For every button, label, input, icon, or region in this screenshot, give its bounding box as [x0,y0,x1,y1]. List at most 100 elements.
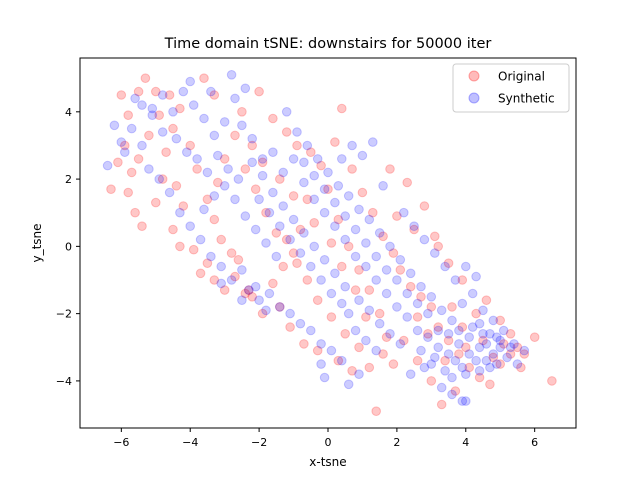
synthetic-point-182 [206,86,216,97]
synthetic-point-148 [257,170,268,181]
synthetic-point-180 [226,70,237,80]
chart-title: Time domain tSNE: downstairs for 50000 i… [164,36,492,52]
original-point-57 [268,113,278,124]
legend-label-original: Original [498,70,545,84]
synthetic-point-121 [519,345,530,356]
synthetic-point-71 [326,345,337,356]
synthetic-point-83 [285,234,295,245]
synthetic-point-183 [185,76,195,87]
original-point-145 [230,271,240,282]
synthetic-point-159 [371,345,382,356]
original-point-10 [137,221,147,231]
synthetic-point-116 [467,288,478,299]
synthetic-point-172 [371,251,382,262]
original-point-110 [216,234,226,245]
original-point-8 [123,187,133,198]
synthetic-point-168 [412,298,423,309]
original-point-55 [547,376,557,386]
original-point-123 [288,191,299,201]
synthetic-point-67 [285,308,295,319]
original-point-69 [371,406,382,417]
synthetic-point-158 [361,335,371,346]
original-point-109 [209,214,220,225]
synthetic-point-49 [416,345,426,356]
synthetic-point-36 [474,342,485,353]
original-point-41 [405,281,416,292]
original-point-95 [364,362,375,373]
original-point-73 [426,376,437,386]
synthetic-point-201 [237,295,247,306]
original-point-62 [333,214,344,225]
synthetic-point-111 [416,281,426,292]
original-point-101 [457,275,468,285]
synthetic-point-30 [412,325,423,336]
original-point-51 [505,349,516,359]
synthetic-point-53 [144,164,154,174]
original-point-92 [326,312,337,322]
original-point-125 [326,238,337,248]
original-point-49 [485,379,495,390]
synthetic-point-125 [440,366,450,376]
original-point-105 [161,147,171,157]
synthetic-point-138 [471,271,481,282]
synthetic-point-196 [461,396,471,406]
original-point-70 [378,349,388,359]
original-point-0 [106,184,116,194]
synthetic-point-45 [457,362,468,373]
synthetic-point-58 [195,234,206,245]
synthetic-point-174 [350,224,361,235]
synthetic-point-187 [250,281,261,292]
original-point-82 [219,154,230,164]
synthetic-point-186 [120,147,130,157]
synthetic-point-179 [299,157,309,168]
original-point-128 [361,312,371,322]
synthetic-point-167 [423,308,433,319]
original-point-31 [302,194,313,205]
synthetic-point-152 [299,228,309,238]
original-point-30 [295,224,306,235]
original-point-91 [312,295,323,306]
synthetic-point-123 [461,369,471,380]
original-point-11 [151,197,161,208]
synthetic-point-93 [261,238,271,248]
original-point-52 [512,342,523,353]
original-point-90 [302,275,313,285]
original-point-12 [157,174,168,184]
synthetic-point-120 [509,339,519,349]
original-point-107 [192,164,202,174]
synthetic-point-76 [364,305,375,316]
original-point-83 [230,130,240,141]
original-point-37 [368,207,378,218]
original-point-29 [288,248,299,258]
y-tick-label-4: 4 [65,106,72,119]
original-point-103 [402,177,413,188]
synthetic-point-134 [430,248,440,258]
synthetic-point-157 [350,325,361,336]
original-point-67 [381,332,392,343]
legend-box [452,63,570,113]
original-point-16 [178,201,189,211]
synthetic-point-40 [502,352,512,363]
original-point-88 [281,234,292,245]
synthetic-point-199 [343,379,354,390]
original-point-87 [271,228,282,238]
original-point-89 [292,258,302,269]
synthetic-point-127 [357,150,368,161]
synthetic-point-9 [199,113,209,124]
synthetic-point-39 [495,342,506,353]
synthetic-point-128 [347,140,357,151]
y-tick-label-1: −2 [56,308,72,321]
synthetic-point-48 [426,359,437,369]
synthetic-point-6 [168,107,178,117]
synthetic-point-198 [354,369,364,380]
synthetic-point-43 [478,329,488,339]
synthetic-point-62 [237,265,247,275]
legend-marker-original [468,70,480,82]
synthetic-point-81 [264,207,275,218]
original-point-122 [275,174,285,184]
synthetic-point-46 [447,372,457,383]
original-point-2 [123,110,133,120]
synthetic-point-189 [464,332,475,343]
original-point-53 [519,349,530,359]
synthetic-point-115 [457,298,468,309]
